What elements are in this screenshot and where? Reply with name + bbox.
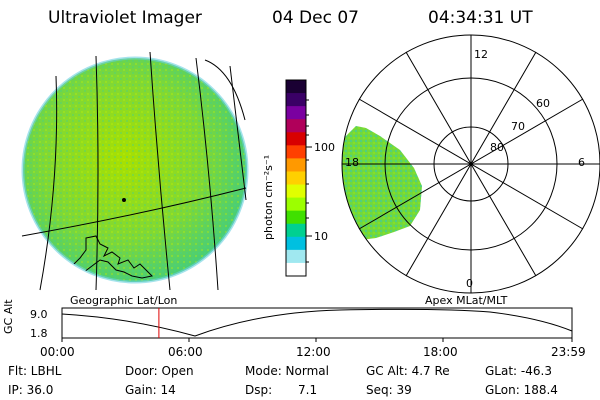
colorbar-band xyxy=(286,249,306,264)
xtick-2359: 23:59 xyxy=(551,345,586,359)
colorbar-band xyxy=(286,262,306,277)
colorbar-tick-100: 100 xyxy=(314,141,335,154)
info-dsp-label: Dsp: xyxy=(245,383,273,397)
colorbar-band xyxy=(286,119,306,133)
colorbar-band xyxy=(286,171,306,186)
mlt-label-12: 12 xyxy=(474,48,488,61)
mlt-label-6: 6 xyxy=(578,156,585,169)
time-label: 04:34:31 UT xyxy=(428,8,533,28)
colorbar-tick-10: 10 xyxy=(314,230,328,243)
mlat-label-80: 80 xyxy=(490,141,504,154)
colorbar-band xyxy=(286,236,306,251)
colorbar-band xyxy=(286,223,306,238)
info-gcalt: GC Alt: 4.7 Re xyxy=(366,364,450,378)
info-door: Door: Open xyxy=(125,364,194,378)
auroral-image-region xyxy=(342,126,422,240)
info-gain: Gain: 14 xyxy=(125,383,176,397)
info-dsp-value: 7.1 xyxy=(298,383,318,397)
mlat-label-60: 60 xyxy=(536,97,550,110)
altitude-ylabel: GC Alt xyxy=(2,299,15,334)
colorbar-band xyxy=(286,132,306,146)
mlat-label-70: 70 xyxy=(511,120,525,133)
colorbar-band xyxy=(286,184,306,199)
info-glon: GLon: 188.4 xyxy=(485,383,558,397)
info-seq: Seq: 39 xyxy=(366,383,412,397)
apex-label: Apex MLat/MLT xyxy=(425,294,508,307)
geographic-grid xyxy=(21,51,247,291)
colorbar-band xyxy=(286,210,306,225)
instrument-title: Ultraviolet Imager xyxy=(48,8,202,28)
info-glat: GLat: -46.3 xyxy=(485,364,552,378)
altitude-curve xyxy=(61,308,573,337)
colorbar-band xyxy=(286,80,306,94)
altitude-ytick-min: 1.8 xyxy=(30,327,48,340)
colorbar-band xyxy=(286,145,306,159)
xtick-18: 18:00 xyxy=(423,345,458,359)
mlt-label-18: 18 xyxy=(345,156,359,169)
colorbar-band xyxy=(286,93,306,107)
xtick-06: 06:00 xyxy=(168,345,203,359)
info-flt: Flt: LBHL xyxy=(8,364,62,378)
altitude-ytick-max: 9.0 xyxy=(30,308,48,321)
info-mode: Mode: Normal xyxy=(245,364,329,378)
date-label: 04 Dec 07 xyxy=(272,8,359,28)
mlt-label-0: 0 xyxy=(466,277,473,290)
colorbar-band xyxy=(286,158,306,172)
xtick-00: 00:00 xyxy=(40,345,75,359)
info-ip: IP: 36.0 xyxy=(8,383,54,397)
geographic-label: Geographic Lat/Lon xyxy=(70,294,178,307)
colorbar-band xyxy=(286,106,306,120)
colorbar-band xyxy=(286,197,306,212)
xtick-12: 12:00 xyxy=(296,345,331,359)
